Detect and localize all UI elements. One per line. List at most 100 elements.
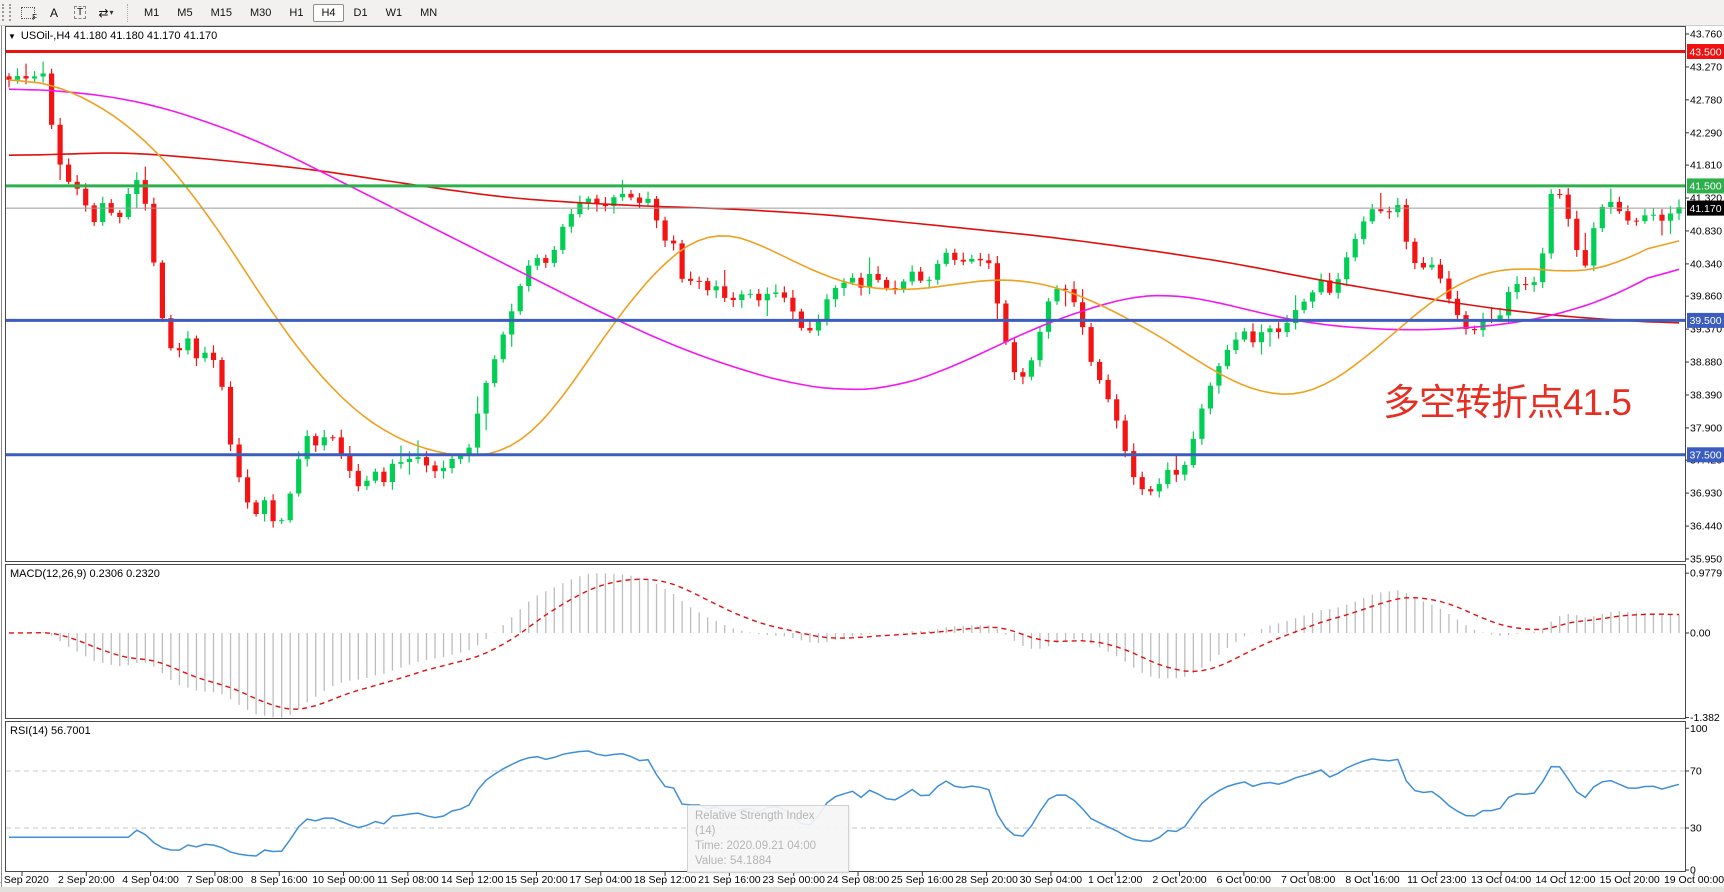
price-tick-label: 42.780: [1690, 94, 1722, 106]
price-tick-label: 43.760: [1690, 29, 1722, 41]
time-axis-label: 4 Sep 04:00: [122, 874, 179, 886]
rsi-line: [9, 750, 1680, 857]
chart-title-text: USOil-,H4 41.180 41.180 41.170 41.170: [20, 30, 218, 42]
macd-panel-frame: [5, 564, 1686, 719]
horizontal-lines-layer: [6, 50, 1685, 457]
time-axis-label: 11 Sep 08:00: [377, 874, 439, 886]
rsi-tick-label: 30: [1690, 823, 1702, 835]
timeframe-button-m1[interactable]: M1: [144, 6, 160, 19]
macd-tick-label: -1.382: [1690, 712, 1720, 724]
tooltip-line-time: Time: 2020.09.21 04:00: [695, 840, 817, 852]
ma-red-slow-line: [8, 152, 1680, 324]
price-tick-label: 35.950: [1690, 554, 1722, 566]
tooltip-line-indicator-name: Relative Strength Index: [695, 810, 815, 822]
fibo-box-glyph: [21, 6, 35, 19]
time-axis-label: 28 Sep 20:00: [955, 874, 1018, 886]
pivot-annotation-text: 多空转折点41.5: [1383, 382, 1632, 423]
fibo-tool-icon[interactable]: F: [16, 2, 40, 23]
time-axis-label: 13 Oct 04:00: [1471, 874, 1531, 886]
time-axis-label: 10 Sep 00:00: [312, 874, 375, 886]
time-axis-label: 6 Oct 00:00: [1217, 874, 1271, 886]
price-tick-label: 40.830: [1690, 226, 1722, 238]
rsi-indicator-label: RSI(14) 56.7001: [10, 725, 91, 737]
ma-magenta-mid-line: [8, 88, 1680, 391]
time-axis-label: 30 Sep 04:00: [1020, 874, 1083, 886]
chart-window: 43.760 43.270 42.780 42.290 41.810 41.320 40.8…: [0, 26, 1724, 892]
arrow-tools-icon[interactable]: ⇄ ▾: [94, 2, 118, 23]
time-axis-label: 24 Sep 08:00: [827, 874, 890, 886]
label-t-glyph: T: [73, 6, 87, 19]
macd-signal-line: [8, 578, 1680, 710]
price-badge-43.500: [1687, 44, 1724, 59]
timeframe-button-w1[interactable]: W1: [385, 6, 403, 19]
toolbar-drag-handle[interactable]: [2, 4, 11, 21]
timeframe-button-group: M1 M5 M15 M30 H1 H4 D1 W1 MN: [135, 3, 446, 22]
time-axis: 1 Sep 2020 2 Sep 20:00 4 Sep 04:00 7 Sep 08…: [0, 872, 1724, 886]
macd-histogram: [16, 573, 1680, 718]
price-badge-41.170: [1687, 200, 1724, 216]
timeframe-button-m30[interactable]: M30: [249, 6, 272, 19]
price-tick-label: 36.440: [1690, 521, 1722, 533]
time-axis-label: 7 Oct 08:00: [1281, 874, 1335, 886]
price-badge-label: 43.500: [1689, 46, 1721, 58]
time-axis-label: 19 Oct 00:00: [1664, 874, 1724, 886]
time-axis-label: 14 Sep 12:00: [441, 874, 504, 886]
timeframe-button-h4[interactable]: H4: [313, 3, 344, 22]
text-tool-icon[interactable]: A: [42, 2, 66, 23]
price-tick-label: 38.390: [1690, 390, 1722, 402]
price-badge-label: 39.500: [1689, 315, 1721, 327]
price-tick-label: 36.930: [1690, 488, 1722, 500]
price-axis: 43.76043.27042.78042.29041.81041.32040.8…: [1685, 29, 1722, 877]
price-badge-37.500: [1687, 447, 1724, 463]
time-axis-label: 2 Sep 20:00: [58, 874, 115, 886]
macd-tick-label: 0.00: [1690, 628, 1711, 640]
time-axis-label: 15 Oct 20:00: [1600, 874, 1660, 886]
time-axis-label: 2 Oct 20:00: [1152, 874, 1206, 886]
price-badge-label: 41.500: [1689, 181, 1721, 193]
chart-title-caret-icon: ▼: [8, 31, 16, 41]
timeframe-button-mn[interactable]: MN: [420, 6, 438, 19]
time-axis-label: 1 Sep 2020: [0, 874, 49, 886]
time-axis-label: 23 Sep 00:00: [762, 874, 825, 886]
chart-canvas[interactable]: 43.76043.27042.78042.29041.81041.32040.8…: [0, 26, 1724, 892]
tooltip-line-period: (14): [695, 825, 716, 837]
price-tick-label: 39.860: [1690, 291, 1722, 303]
timeframe-button-m5[interactable]: M5: [177, 6, 193, 19]
macd-indicator-label: MACD(12,26,9) 0.2306 0.2320: [10, 568, 160, 580]
fibo-f-glyph: F: [32, 13, 37, 22]
rsi-tick-label: 0: [1690, 865, 1696, 877]
time-axis-label: 25 Sep 16:00: [891, 874, 954, 886]
macd-tick-label: 0.9779: [1690, 568, 1722, 580]
panel-frames: [1, 26, 1686, 887]
time-axis-label: 11 Oct 23:00: [1407, 874, 1467, 886]
time-axis-label: 8 Oct 16:00: [1345, 874, 1399, 886]
chart-title[interactable]: ▼ USOil-,H4 41.180 41.180 41.170 41.170: [8, 30, 217, 42]
ma-orange-fast-line: [8, 79, 1680, 457]
candles-layer: [6, 61, 1682, 528]
price-badges: 43.500 41.500 39.500 37.500 41.170: [1687, 44, 1724, 463]
text-a-glyph: A: [49, 5, 58, 20]
time-axis-label: 14 Oct 12:00: [1535, 874, 1595, 886]
toolbar-separator: [127, 3, 129, 22]
time-axis-label: 17 Sep 04:00: [570, 874, 633, 886]
time-axis-label: 8 Sep 16:00: [251, 874, 308, 886]
price-tick-label: 43.270: [1690, 61, 1722, 73]
timeframe-button-h1[interactable]: H1: [289, 6, 304, 19]
time-axis-label: 21 Sep 16:00: [698, 874, 761, 886]
time-axis-label: 15 Sep 20:00: [505, 874, 568, 886]
dropdown-caret-icon: ▾: [109, 8, 114, 17]
price-tick-label: 38.880: [1690, 357, 1722, 369]
rsi-tick-label: 70: [1690, 766, 1702, 778]
rsi-tick-label: 100: [1690, 723, 1708, 735]
price-tick-label: 41.810: [1690, 160, 1722, 172]
price-tick-label: 37.900: [1690, 422, 1722, 434]
arrows-glyph: ⇄: [98, 5, 109, 20]
time-axis-label: 1 Oct 12:00: [1088, 874, 1142, 886]
timeframe-button-m15[interactable]: M15: [210, 6, 232, 19]
top-toolbar: F A T ⇄ ▾ M1 M5 M15 M30 H1 H4 D1 W1 MN: [0, 0, 1724, 26]
main-panel-frame: [5, 26, 1686, 562]
label-tool-icon[interactable]: T: [68, 2, 92, 23]
tooltip-line-value: Value: 54.1884: [695, 855, 772, 867]
window-bottom-strip: [0, 887, 1724, 892]
timeframe-button-d1[interactable]: D1: [353, 6, 368, 19]
